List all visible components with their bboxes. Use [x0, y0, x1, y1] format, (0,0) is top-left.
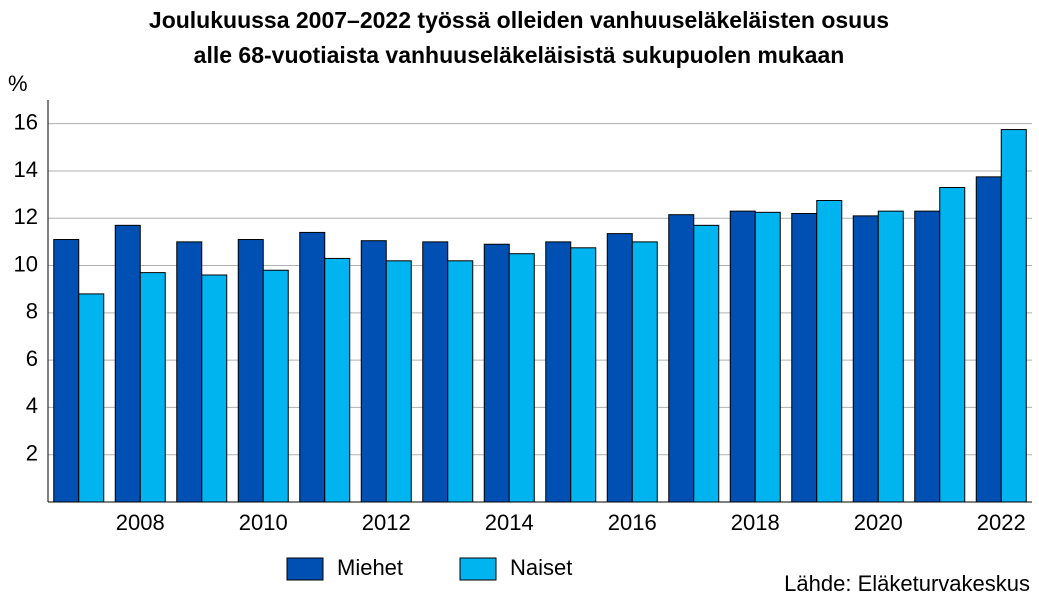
bar — [483, 243, 510, 503]
x-tick-label: 2020 — [854, 510, 903, 535]
bar — [385, 260, 412, 503]
bar — [975, 176, 1002, 503]
legend-swatch — [459, 557, 497, 581]
x-tick-label: 2022 — [977, 510, 1026, 535]
legend-label: Miehet — [337, 555, 403, 580]
x-tick-label: 2012 — [362, 510, 411, 535]
chart-title: Joulukuussa 2007–2022 työssä olleiden va… — [149, 7, 889, 33]
x-tick-label: 2008 — [116, 510, 165, 535]
bar — [299, 231, 326, 503]
y-tick-label: 10 — [14, 251, 38, 276]
bar — [237, 239, 264, 503]
bar — [570, 247, 597, 503]
bar — [78, 293, 105, 503]
x-tick-label: 2010 — [239, 510, 288, 535]
bar — [939, 186, 966, 503]
bar — [914, 210, 941, 503]
bar — [262, 269, 289, 503]
bar — [1000, 129, 1027, 503]
bar — [176, 241, 203, 503]
x-tick-label: 2014 — [485, 510, 534, 535]
y-tick-label: 8 — [26, 299, 38, 324]
bar — [508, 253, 535, 503]
bar — [729, 210, 756, 503]
bar — [693, 224, 720, 503]
bar — [324, 257, 351, 503]
bar — [114, 224, 141, 503]
bar — [139, 272, 166, 503]
y-tick-label: 4 — [26, 393, 38, 418]
bar — [631, 241, 658, 503]
bar — [447, 260, 474, 503]
bar — [201, 274, 228, 503]
bar — [816, 200, 843, 503]
y-tick-label: 2 — [26, 441, 38, 466]
bar — [754, 211, 781, 503]
bar — [422, 241, 449, 503]
y-tick-label: 16 — [14, 109, 38, 134]
chart-title: alle 68-vuotiaista vanhuuseläkeläisistä … — [194, 42, 845, 68]
legend-label: Naiset — [510, 555, 572, 580]
bar — [852, 215, 879, 503]
bar — [791, 213, 818, 503]
y-tick-label: 14 — [14, 157, 38, 182]
bar — [606, 233, 633, 503]
bar — [877, 210, 904, 503]
bar — [668, 214, 695, 503]
y-axis-label: % — [8, 71, 28, 96]
x-tick-label: 2016 — [608, 510, 657, 535]
bar — [360, 240, 387, 503]
x-tick-label: 2018 — [731, 510, 780, 535]
bar — [545, 241, 572, 503]
y-tick-label: 12 — [14, 204, 38, 229]
bar — [53, 239, 80, 503]
legend-swatch — [286, 557, 324, 581]
y-tick-label: 6 — [26, 346, 38, 371]
source-note: Lähde: Eläketurvakeskus — [784, 571, 1030, 596]
